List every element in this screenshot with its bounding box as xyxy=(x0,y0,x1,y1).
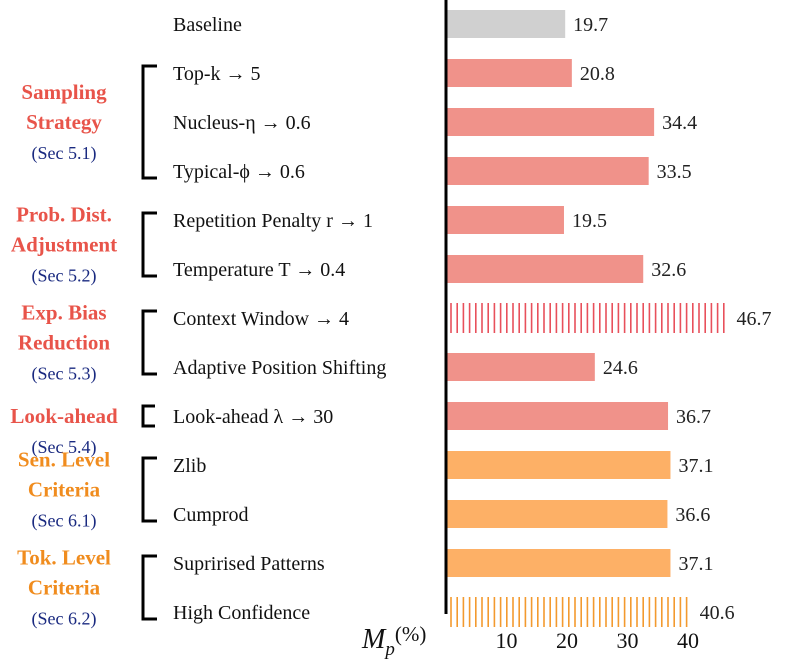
bar xyxy=(446,108,655,136)
group-label: Criteria xyxy=(28,576,101,600)
category-label: Temperature T → 0.4 xyxy=(173,259,345,281)
group-section-ref: (Sec 6.1) xyxy=(32,511,97,532)
value-label: 33.5 xyxy=(657,161,692,183)
bar xyxy=(446,255,644,283)
bar xyxy=(446,353,595,381)
bar xyxy=(446,206,564,234)
group-section-ref: (Sec 5.3) xyxy=(32,364,97,385)
value-label: 19.7 xyxy=(573,14,608,36)
value-label: 46.7 xyxy=(737,308,772,330)
category-label: Adaptive Position Shifting xyxy=(173,357,386,379)
x-tick-label: 20 xyxy=(556,628,578,653)
group-bracket xyxy=(141,309,157,376)
group-bracket xyxy=(141,211,157,278)
value-label: 20.8 xyxy=(580,63,615,85)
category-label: Zlib xyxy=(173,455,206,477)
x-tick-label: 10 xyxy=(496,628,518,653)
category-label: Baseline xyxy=(173,14,242,36)
value-label: 19.5 xyxy=(572,210,607,232)
bar-hatched xyxy=(450,597,688,627)
group-section-ref: (Sec 5.1) xyxy=(32,143,97,164)
group-label: Criteria xyxy=(28,478,101,502)
value-label: 37.1 xyxy=(678,553,713,575)
group-section-ref: (Sec 6.2) xyxy=(32,609,97,630)
group-section-ref: (Sec 5.4) xyxy=(32,437,97,458)
category-label: Context Window → 4 xyxy=(173,308,349,330)
bar xyxy=(446,451,671,479)
value-label: 36.7 xyxy=(676,406,711,428)
value-label: 37.1 xyxy=(678,455,713,477)
x-axis-label: Mp(%) xyxy=(361,622,426,660)
category-label: Top-k → 5 xyxy=(173,63,260,85)
category-label: Look-ahead λ → 30 xyxy=(173,406,333,428)
bar xyxy=(446,10,566,38)
x-tick-label: 40 xyxy=(677,628,699,653)
category-label: Typical-ϕ → 0.6 xyxy=(173,161,305,183)
category-label: High Confidence xyxy=(173,602,310,624)
group-label: Reduction xyxy=(18,331,110,355)
group-bracket xyxy=(141,554,157,621)
category-label: Nucleus-η → 0.6 xyxy=(173,112,311,134)
group-bracket xyxy=(141,456,157,523)
value-label: 32.6 xyxy=(651,259,686,281)
bar xyxy=(446,59,572,87)
group-bracket xyxy=(141,404,155,428)
bar xyxy=(446,157,649,185)
group-label: Sampling xyxy=(21,80,107,104)
bar xyxy=(446,549,671,577)
category-label: Cumprod xyxy=(173,504,249,526)
group-section-ref: (Sec 5.2) xyxy=(32,266,97,287)
group-label: Exp. Bias xyxy=(21,301,106,325)
group-label: Sen. Level xyxy=(18,448,110,472)
bar xyxy=(446,402,669,430)
x-tick-label: 30 xyxy=(617,628,639,653)
group-label: Strategy xyxy=(26,110,102,134)
value-label: 40.6 xyxy=(700,602,735,624)
bar xyxy=(446,500,668,528)
group-label: Tok. Level xyxy=(17,546,111,570)
group-label: Look-ahead xyxy=(10,404,118,428)
value-label: 24.6 xyxy=(603,357,638,379)
bar-hatched xyxy=(450,303,725,333)
group-bracket xyxy=(141,64,157,180)
category-label: Repetition Penalty r → 1 xyxy=(173,210,373,232)
category-label: Suprirised Patterns xyxy=(173,553,325,575)
value-label: 36.6 xyxy=(675,504,710,526)
value-label: 34.4 xyxy=(662,112,697,134)
group-label: Adjustment xyxy=(11,233,117,257)
group-label: Prob. Dist. xyxy=(16,203,112,227)
